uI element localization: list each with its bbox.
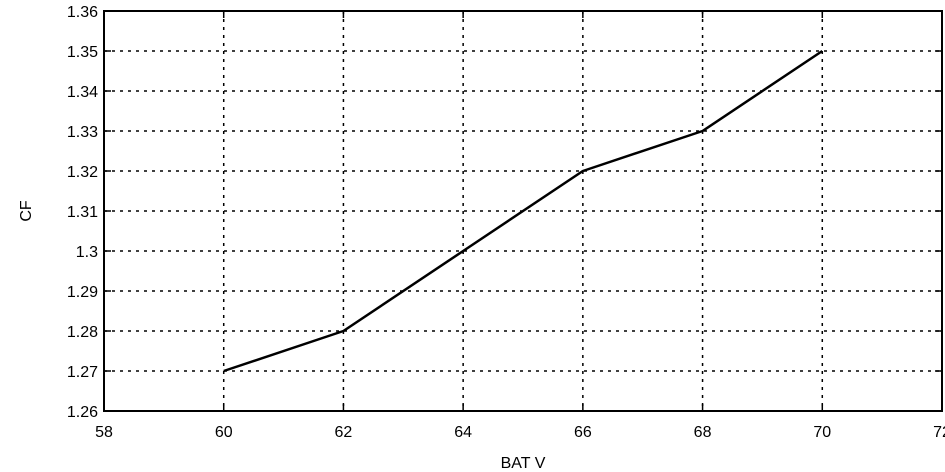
x-tick-label: 64 xyxy=(454,424,472,441)
x-axis-label: BAT V xyxy=(501,455,546,472)
y-tick-label: 1.32 xyxy=(67,164,98,181)
y-tick-label: 1.35 xyxy=(67,44,98,61)
x-tick-label: 60 xyxy=(215,424,233,441)
y-tick-label: 1.3 xyxy=(76,244,98,261)
y-tick-label: 1.31 xyxy=(67,204,98,221)
series-line xyxy=(223,49,823,373)
y-tick-label: 1.33 xyxy=(67,124,98,141)
x-tick-label: 62 xyxy=(335,424,353,441)
y-axis-label: CF xyxy=(18,200,35,222)
y-tick-label: 1.29 xyxy=(67,284,98,301)
y-tick-label: 1.27 xyxy=(67,364,98,381)
x-tick-label: 70 xyxy=(813,424,831,441)
x-tick-label: 66 xyxy=(574,424,592,441)
x-tick-label: 68 xyxy=(694,424,712,441)
y-tick-label: 1.26 xyxy=(67,404,98,421)
y-tick-label: 1.34 xyxy=(67,84,98,101)
series-layer xyxy=(223,49,823,373)
axis-ticks xyxy=(103,10,943,412)
y-tick-label: 1.36 xyxy=(67,4,98,21)
x-tick-labels: 58 60 62 64 66 68 70 72 xyxy=(95,424,945,441)
grid-lines xyxy=(104,11,942,411)
x-tick-label: 72 xyxy=(933,424,945,441)
y-tick-labels: 1.26 1.27 1.28 1.29 1.3 1.31 1.32 1.33 1.34 1.35 1… xyxy=(67,4,98,421)
x-tick-label: 58 xyxy=(95,424,113,441)
y-tick-label: 1.28 xyxy=(67,324,98,341)
